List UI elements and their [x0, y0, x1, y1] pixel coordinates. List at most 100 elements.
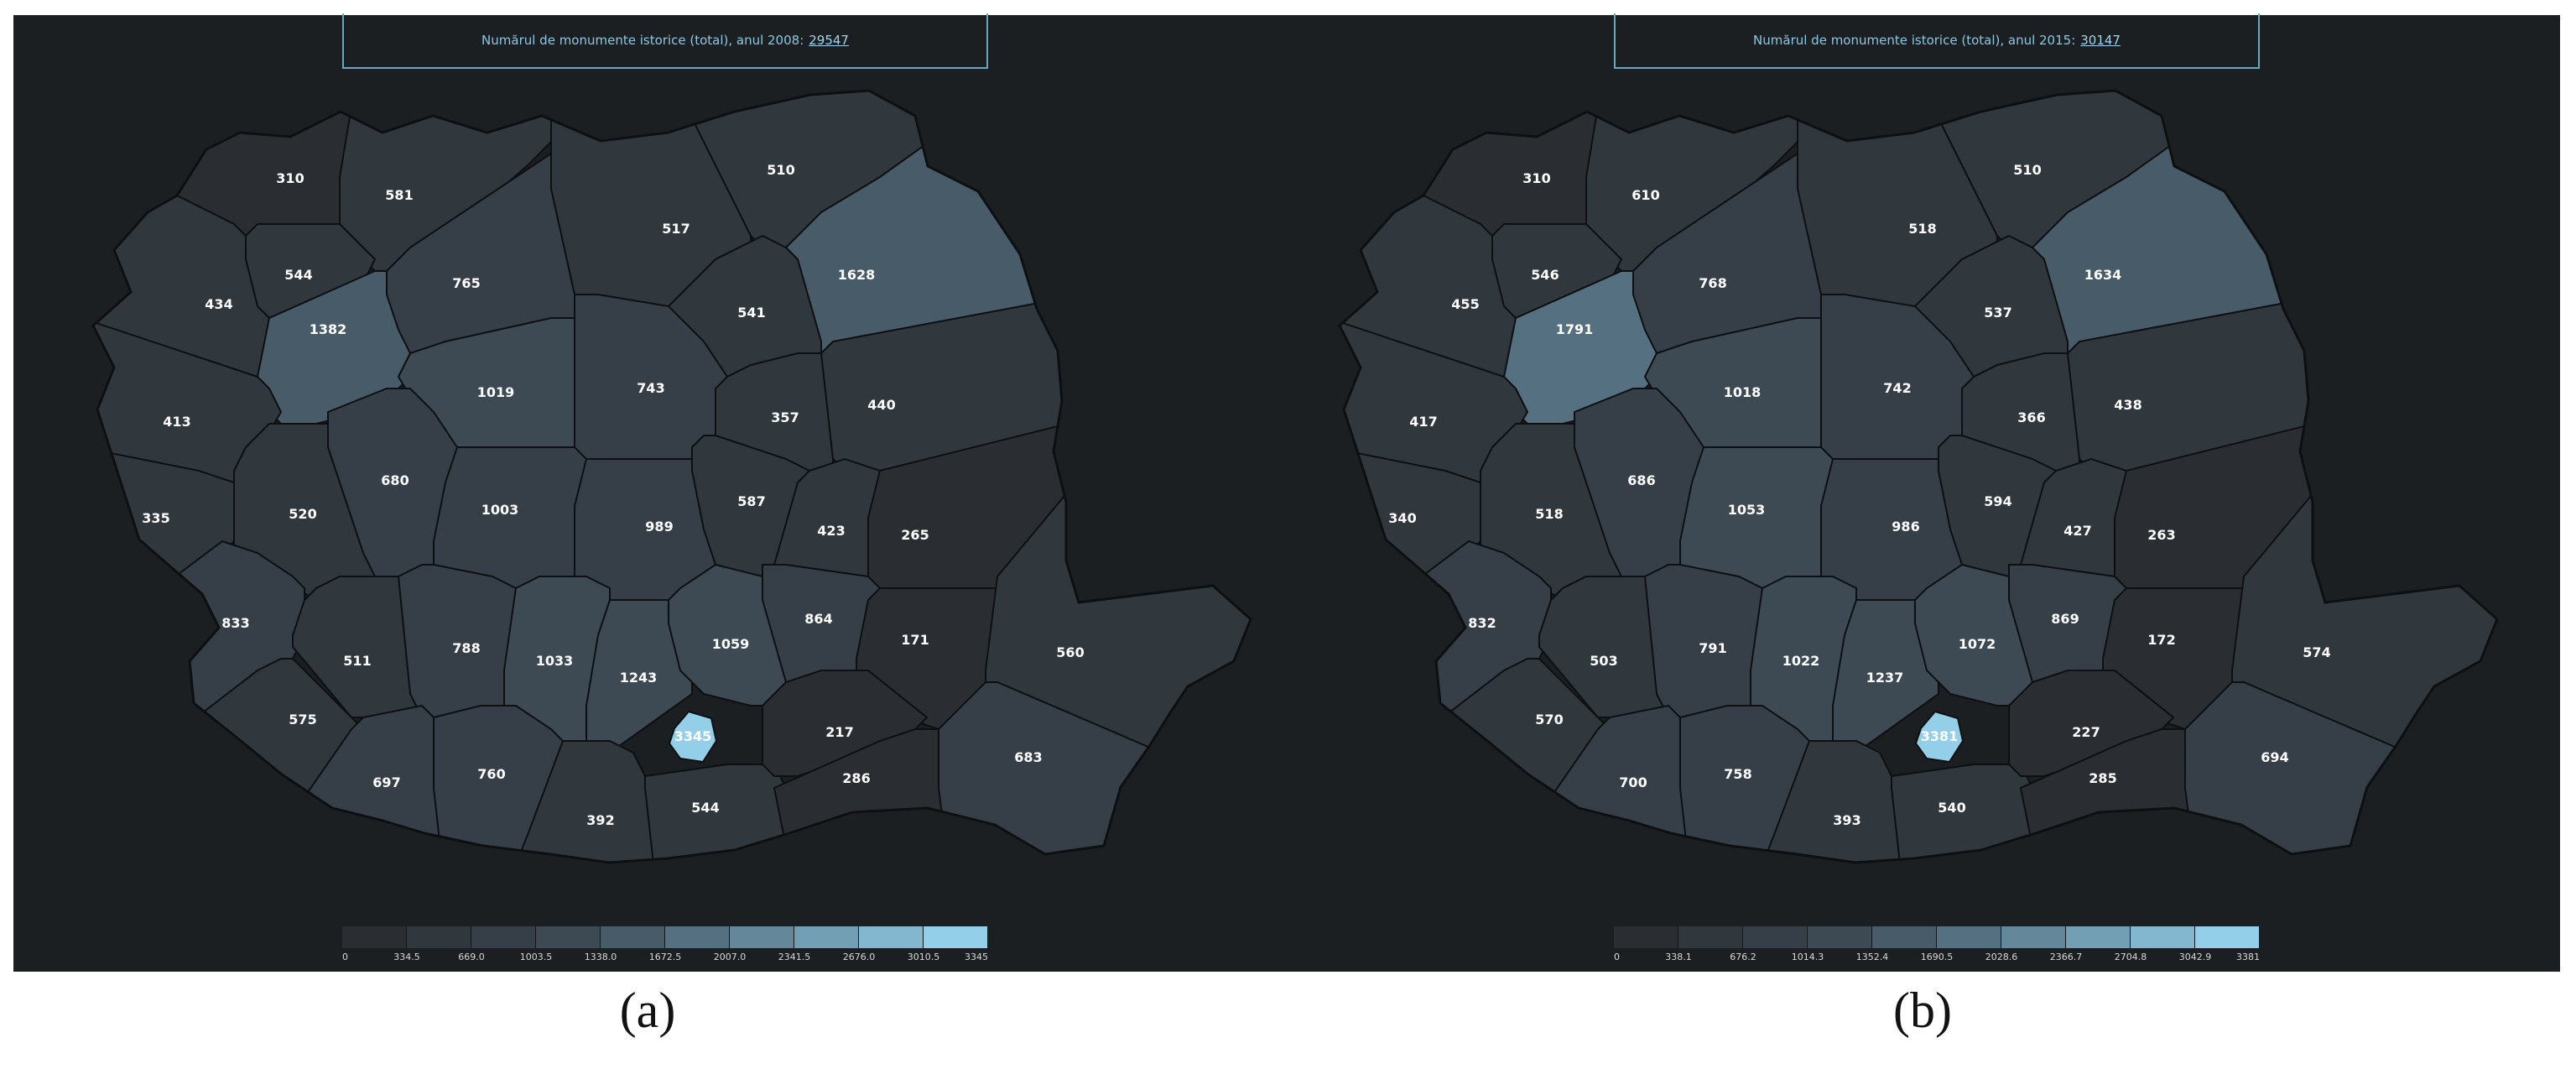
county-value-cv: 587 — [737, 493, 765, 509]
legend-tick-label: 1014.3 — [1791, 952, 1824, 962]
county-value-ms: 1018 — [1724, 384, 1762, 400]
county-value-sv: 510 — [2013, 162, 2041, 178]
county-value-nt: 537 — [1984, 305, 2011, 321]
legend-swatch — [2131, 926, 2195, 948]
legend-tick-label: 2704.8 — [2114, 952, 2147, 962]
county-value-bz: 864 — [804, 611, 832, 627]
county-value-bh: 434 — [205, 296, 232, 312]
county-value-sj: 544 — [284, 267, 312, 283]
county-value-tl: 560 — [1056, 644, 1084, 660]
legend-swatch — [665, 926, 730, 948]
county-value-br: 172 — [2147, 632, 2175, 648]
county-value-cl: 285 — [2089, 770, 2116, 786]
county-value-bc: 366 — [2017, 409, 2045, 425]
legend-swatch — [859, 926, 924, 948]
county-value-dj: 700 — [1619, 774, 1647, 790]
county-value-cs: 833 — [221, 615, 249, 631]
county-value-il: 217 — [825, 724, 853, 740]
county-value-tm: 335 — [142, 510, 169, 526]
county-value-mm: 581 — [385, 187, 413, 203]
legend-swatch — [471, 926, 536, 948]
county-map: 310 581 510 434 544 1382 765 517 1628 541 413 1019 7… — [91, 89, 1252, 894]
county-value-hd: 520 — [289, 506, 316, 522]
county-value-hr: 743 — [637, 380, 664, 396]
legend-tick-label: 1690.5 — [1920, 952, 1954, 962]
county-value-vl: 791 — [1699, 640, 1726, 656]
legend-swatch — [1937, 926, 2001, 948]
legend-tick-label: 3042.9 — [2178, 952, 2212, 962]
county-value-ag: 1022 — [1782, 653, 1820, 669]
legend-tick-label: 3345 — [965, 952, 988, 962]
county-value-mm: 610 — [1631, 187, 1659, 203]
legend-tick-label: 338.1 — [1665, 952, 1692, 962]
legend-swatch — [2195, 926, 2260, 948]
county-value-is: 1634 — [2084, 267, 2122, 283]
county-value-gj: 511 — [343, 653, 371, 669]
header-text: Numărul de monumente istorice (total), a… — [1753, 33, 2076, 48]
header-text: Numărul de monumente istorice (total), a… — [481, 33, 804, 48]
legend-tick-label: 2028.6 — [1985, 952, 2018, 962]
county-b[interactable] — [668, 710, 718, 764]
county-value-sm: 310 — [276, 170, 304, 186]
caption-b: (b) — [1893, 983, 1952, 1038]
county-value-vs: 440 — [867, 397, 895, 413]
county-value-db: 1243 — [620, 670, 658, 686]
legend-ticks: 0 334.5 669.0 1003.5 1338.0 1672.5 2007.0 2341.… — [342, 948, 988, 963]
legend-tick-label: 2341.5 — [778, 952, 811, 962]
county-sb[interactable] — [433, 446, 587, 589]
legend-swatch — [794, 926, 859, 948]
county-value-mh: 575 — [289, 712, 316, 727]
legend-swatch — [1808, 926, 1872, 948]
county-value-bh: 455 — [1451, 296, 1479, 312]
county-gr[interactable] — [644, 764, 799, 894]
legend-swatch — [407, 926, 471, 948]
county-value-ar: 413 — [163, 414, 190, 430]
county-value-cs: 832 — [1468, 615, 1496, 631]
county-value-sj: 546 — [1531, 267, 1559, 283]
county-value-sb: 1053 — [1728, 502, 1766, 518]
legend-swatch — [2001, 926, 2066, 948]
color-legend: 0 334.5 669.0 1003.5 1338.0 1672.5 2007.0 2341.… — [342, 926, 988, 963]
county-value-ph: 1059 — [712, 636, 750, 652]
legend-tick-label: 669.0 — [458, 952, 485, 962]
county-value-db: 1237 — [1866, 670, 1904, 686]
county-value-nt: 541 — [737, 305, 765, 321]
total-link[interactable]: 30147 — [2080, 33, 2121, 48]
county-gr[interactable] — [1891, 764, 2045, 894]
county-value-bc: 357 — [771, 409, 799, 425]
county-value-gl: 265 — [901, 527, 929, 543]
caption-a: (a) — [619, 983, 676, 1038]
county-b[interactable] — [1914, 710, 1965, 764]
county-value-bt: 518 — [1908, 221, 1936, 237]
legend-tick-label: 334.5 — [393, 952, 420, 962]
county-value-ab: 680 — [381, 472, 409, 488]
legend-tick-label: 2676.0 — [842, 952, 876, 962]
county-value-gr: 544 — [691, 800, 719, 816]
legend-tick-label: 0 — [342, 952, 348, 962]
legend-swatch — [536, 926, 601, 948]
map-panel-a: Numărul de monumente istorice (total), a… — [13, 13, 1287, 972]
county-value-vs: 438 — [2114, 397, 2141, 413]
county-value-b: 3381 — [1921, 728, 1959, 744]
legend-swatch — [1614, 926, 1678, 948]
county-value-tm: 340 — [1388, 510, 1416, 526]
legend-tick-label: 3381 — [2236, 952, 2260, 962]
county-value-vn: 427 — [2063, 523, 2091, 539]
county-value-cl: 286 — [842, 770, 870, 786]
county-value-ab: 686 — [1627, 472, 1655, 488]
county-value-bt: 517 — [662, 221, 690, 237]
legend-ticks: 0 338.1 676.2 1014.3 1352.4 1690.5 2028.6 2366.… — [1614, 948, 2260, 963]
county-value-bn: 768 — [1699, 275, 1726, 291]
legend-swatch — [730, 926, 794, 948]
legend-bar — [1614, 926, 2260, 948]
legend-tick-label: 1338.0 — [584, 952, 617, 962]
total-link[interactable]: 29547 — [809, 33, 849, 48]
map-panel-b: Numărul de monumente istorice (total), a… — [1285, 13, 2560, 972]
county-value-br: 171 — [901, 632, 929, 648]
county-value-ag: 1033 — [536, 653, 574, 669]
legend-tick-label: 2366.7 — [2049, 952, 2083, 962]
county-sb[interactable] — [1679, 446, 1834, 589]
county-value-tl: 574 — [2303, 644, 2330, 660]
county-value-hr: 742 — [1883, 380, 1911, 396]
